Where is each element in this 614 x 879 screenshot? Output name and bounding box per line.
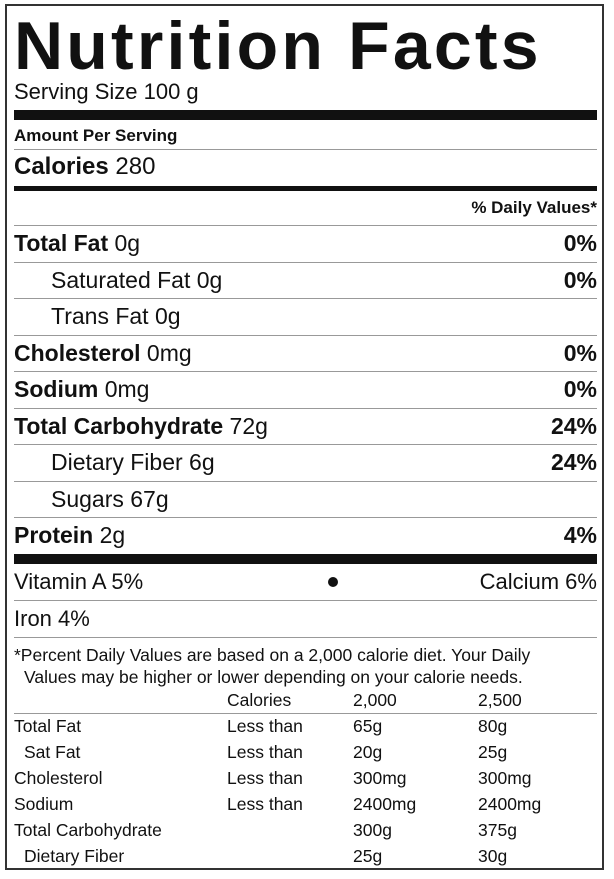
calories-label: Calories [14, 153, 109, 180]
iron-row: Iron 4% [14, 601, 597, 638]
ref-cell: 300mg [353, 768, 407, 788]
medium-divider [14, 186, 597, 191]
nutrient-row-trans-fat: Trans Fat 0g [14, 299, 597, 336]
nutrient-row-total-carbohydrate: Total Carbohydrate 72g 24% [14, 409, 597, 445]
nutrient-amount: 0g [154, 303, 181, 330]
nutrient-label: Sodium [14, 376, 99, 403]
ref-cell [227, 818, 353, 844]
nutrient-label: Total Carbohydrate [14, 412, 224, 439]
ref-cell: 25g [478, 742, 508, 762]
ref-cell: 2400mg [478, 794, 542, 814]
daily-values-header: % Daily Values* [14, 191, 597, 226]
ref-cell: Less than [227, 716, 303, 736]
nutrient-dv: 24% [550, 449, 597, 476]
label-title: Nutrition Facts [14, 8, 542, 84]
footnote-line-2: Values may be higher or lower depending … [24, 666, 523, 687]
nutrient-dv: 24% [550, 412, 597, 439]
ref-cell: Sodium [14, 794, 74, 814]
reference-header: Calories 2,000 2,500 [14, 687, 597, 714]
nutrient-dv: 0% [563, 230, 597, 257]
nutrient-dv: 0% [563, 266, 597, 293]
ref-cell: Total Fat [14, 716, 82, 736]
nutrient-row-total-fat: Total Fat 0g 0% [14, 226, 597, 263]
ref-cell: 375g [478, 820, 517, 840]
ref-cell: Less than [227, 794, 303, 814]
nutrient-label: Total Fat [14, 230, 109, 257]
nutrient-label: Trans Fat [51, 303, 149, 330]
nutrient-amount: 0g [114, 230, 141, 257]
vitamin-a: Vitamin A 5% [14, 568, 144, 594]
ref-cell [14, 687, 227, 714]
footnote: *Percent Daily Values are based on a 2,0… [14, 638, 597, 688]
thick-divider [14, 110, 597, 120]
ref-cell: 2,500 [478, 687, 597, 714]
nutrient-dv: 4% [563, 522, 597, 549]
ref-cell: Total Carbohydrate [14, 820, 162, 840]
ref-cell: Cholesterol [14, 768, 103, 788]
calories-row: Calories 280 [14, 150, 597, 184]
reference-row: Total Carbohydrate 300g 375g [14, 818, 597, 844]
nutrient-amount: 0g [196, 266, 223, 293]
nutrient-row-cholesterol: Cholesterol 0mg 0% [14, 336, 597, 372]
reference-row: Sat Fat Less than 20g 25g [14, 740, 597, 766]
ref-cell: 20g [353, 742, 383, 762]
vitamin-row: Vitamin A 5% Calcium 6% [14, 564, 597, 601]
nutrient-label: Dietary Fiber [51, 449, 183, 476]
nutrient-amount: 2g [99, 522, 126, 549]
ref-cell: 65g [353, 716, 383, 736]
ref-cell: 25g [353, 846, 383, 866]
nutrient-label: Cholesterol [14, 339, 141, 366]
reference-row: Total Fat Less than 65g 80g [14, 713, 597, 740]
nutrient-amount: 67g [130, 485, 169, 512]
nutrient-dv: 0% [563, 376, 597, 403]
ref-cell: 30g [478, 846, 508, 866]
reference-row: Dietary Fiber 25g 30g [14, 844, 597, 870]
nutrient-amount: 6g [189, 449, 215, 476]
ref-cell: 300g [353, 820, 392, 840]
ref-cell: Sat Fat [24, 742, 81, 762]
nutrient-amount: 0mg [146, 339, 192, 366]
amount-per-serving: Amount Per Serving [14, 122, 597, 150]
nutrient-row-dietary-fiber: Dietary Fiber 6g 24% [14, 445, 597, 482]
ref-cell [227, 844, 353, 870]
ref-cell: 2,000 [353, 687, 478, 714]
nutrient-row-sugars: Sugars 67g [14, 482, 597, 518]
iron: Iron 4% [14, 605, 90, 631]
serving-size: Serving Size 100 g [14, 79, 199, 104]
calories-value: 280 [115, 153, 156, 180]
reference-table: Calories 2,000 2,500 Total Fat Less than 6… [14, 687, 597, 870]
nutrient-label: Sugars [51, 485, 124, 512]
nutrient-row-protein: Protein 2g 4% [14, 518, 597, 554]
ref-cell: 300mg [478, 768, 532, 788]
ref-cell: Less than [227, 768, 303, 788]
ref-cell: 80g [478, 716, 508, 736]
reference-row: Cholesterol Less than 300mg 300mg [14, 766, 597, 792]
nutrient-row-saturated-fat: Saturated Fat 0g 0% [14, 263, 597, 299]
ref-cell: Less than [227, 742, 303, 762]
nutrition-facts-label: Nutrition Facts Serving Size 100 g Amoun… [5, 4, 604, 870]
reference-row: Sodium Less than 2400mg 2400mg [14, 792, 597, 818]
nutrient-amount: 72g [229, 412, 268, 439]
calcium: Calcium 6% [479, 568, 597, 594]
ref-cell: 2400mg [353, 794, 417, 814]
footnote-line-1: *Percent Daily Values are based on a 2,0… [14, 644, 531, 665]
nutrient-label: Saturated Fat [51, 266, 191, 293]
nutrient-dv: 0% [563, 339, 597, 366]
nutrient-label: Protein [14, 522, 94, 549]
ref-cell: Dietary Fiber [24, 846, 125, 866]
nutrient-amount: 0mg [104, 376, 150, 403]
bullet-icon [328, 576, 339, 587]
ref-cell: Calories [227, 687, 353, 714]
nutrient-row-sodium: Sodium 0mg 0% [14, 372, 597, 409]
thick-divider [14, 553, 597, 564]
